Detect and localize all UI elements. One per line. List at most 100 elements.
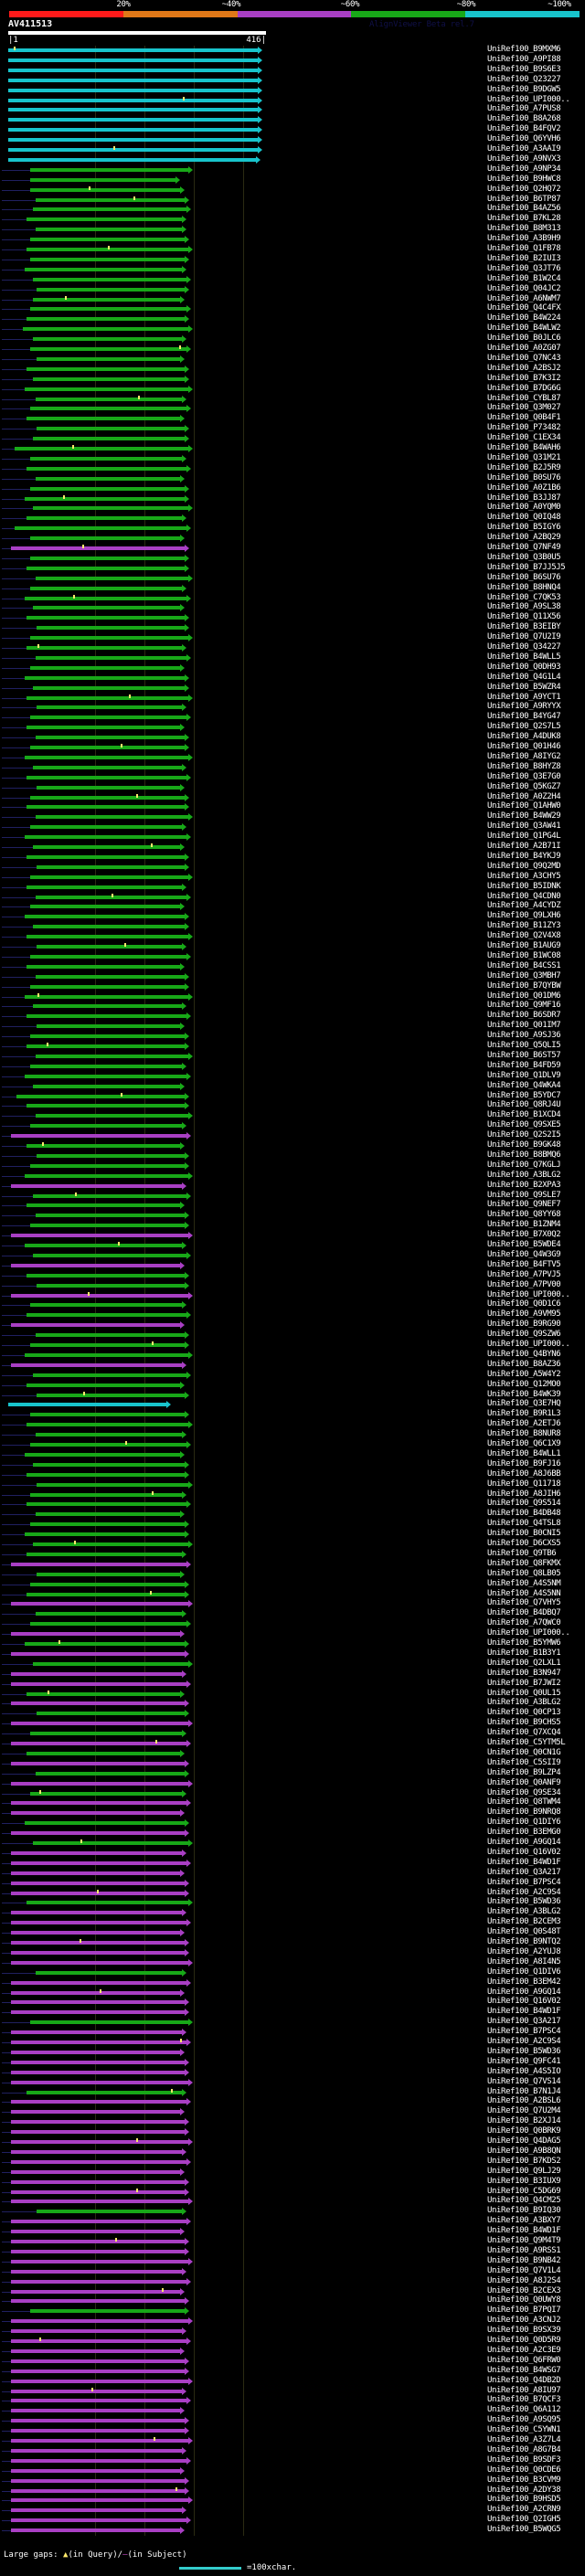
alignment-row[interactable]: UniRef100_Q7XCQ4 (0, 1728, 585, 1739)
hsp-bar[interactable] (10, 2397, 192, 2405)
alignment-row[interactable]: UniRef100_Q11X56 (0, 612, 585, 623)
hsp-bar[interactable] (10, 2367, 189, 2375)
alignment-row[interactable]: UniRef100_B0CNI5 (0, 1529, 585, 1540)
hsp-bar[interactable] (27, 415, 186, 423)
alignment-row[interactable]: UniRef100_Q2S7L5 (0, 722, 585, 733)
hit-accession-label[interactable]: UniRef100_A2ETJ6 (487, 1419, 561, 1429)
alignment-row[interactable]: UniRef100_Q8LB05 (0, 1568, 585, 1580)
hsp-bar[interactable] (33, 1371, 192, 1379)
alignment-row[interactable]: UniRef100_B4FD59 (0, 1060, 585, 1072)
hsp-bar[interactable] (10, 2486, 189, 2495)
hsp-bar[interactable] (24, 1242, 187, 1249)
alignment-row[interactable]: UniRef100_B9HSD5 (0, 2495, 585, 2506)
hit-accession-label[interactable]: UniRef100_B8A268 (487, 114, 561, 124)
hit-accession-label[interactable]: UniRef100_B2XPA3 (487, 1180, 561, 1190)
hit-accession-label[interactable]: UniRef100_A8IU97 (487, 2385, 561, 2395)
hit-accession-label[interactable]: UniRef100_Q34227 (487, 642, 561, 652)
hit-accession-label[interactable]: UniRef100_Q2HQ72 (487, 184, 561, 194)
hsp-bar[interactable] (33, 1460, 190, 1468)
hit-accession-label[interactable]: UniRef100_Q3MBH7 (487, 970, 561, 981)
hit-accession-label[interactable]: UniRef100_B5WDE4 (487, 1240, 561, 1249)
alignment-row[interactable]: UniRef100_B7N1J4 (0, 2087, 585, 2098)
hsp-bar[interactable] (35, 574, 193, 582)
alignment-plot[interactable]: UniRef100_B9MXM6 UniRef100_A9PI88 UniRef10… (0, 45, 585, 2536)
hsp-bar[interactable] (30, 454, 187, 462)
alignment-row[interactable]: UniRef100_B7JJ5J5 (0, 563, 585, 574)
hit-accession-label[interactable]: UniRef100_Q9SLE7 (487, 1190, 561, 1200)
hsp-bar[interactable] (27, 1271, 190, 1279)
hit-accession-label[interactable]: UniRef100_A2YUJ8 (487, 1946, 561, 1956)
hit-accession-label[interactable]: UniRef100_Q0D1C6 (487, 1299, 561, 1309)
hsp-bar[interactable] (10, 2257, 193, 2265)
alignment-row[interactable]: UniRef100_UPI000.. (0, 94, 585, 106)
hsp-bar[interactable] (10, 1361, 187, 1369)
hit-accession-label[interactable]: UniRef100_B4WK39 (487, 1389, 561, 1399)
alignment-row[interactable]: UniRef100_B3IUX9 (0, 2177, 585, 2188)
alignment-row[interactable]: UniRef100_B6TP87 (0, 195, 585, 206)
hsp-bar[interactable] (27, 1690, 186, 1698)
alignment-row[interactable]: UniRef100_Q2HQ72 (0, 184, 585, 196)
hsp-bar[interactable] (30, 663, 186, 672)
hsp-bar[interactable] (33, 1002, 187, 1011)
hit-accession-label[interactable]: UniRef100_Q9FC41 (487, 2056, 561, 2066)
hsp-bar[interactable] (10, 2327, 187, 2336)
hit-accession-label[interactable]: UniRef100_Q6FRW0 (487, 2355, 561, 2365)
hit-accession-label[interactable]: UniRef100_Q8LB05 (487, 1568, 561, 1578)
hsp-bar[interactable] (10, 2357, 190, 2365)
hsp-bar[interactable] (35, 1511, 186, 1519)
alignment-row[interactable]: UniRef100_Q2S2I5 (0, 1130, 585, 1141)
hsp-bar[interactable] (27, 1500, 192, 1509)
alignment-row[interactable]: UniRef100_Q0CN1G (0, 1748, 585, 1759)
hit-accession-label[interactable]: UniRef100_B9SDF3 (487, 2454, 561, 2465)
hsp-bar[interactable] (27, 962, 186, 970)
alignment-row[interactable]: UniRef100_B9FJ16 (0, 1458, 585, 1470)
hit-accession-label[interactable]: UniRef100_A9RSS1 (487, 2245, 561, 2255)
hsp-bar[interactable] (33, 1541, 193, 1548)
alignment-row[interactable]: UniRef100_Q4DB2D (0, 2376, 585, 2387)
alignment-row[interactable]: UniRef100_B9IQ30 (0, 2206, 585, 2217)
hit-accession-label[interactable]: UniRef100_Q9MF16 (487, 1001, 561, 1011)
hit-accession-label[interactable]: UniRef100_UPI000.. (487, 94, 570, 104)
hit-accession-label[interactable]: UniRef100_B3EIBY (487, 622, 561, 632)
alignment-row[interactable]: UniRef100_Q4G1L4 (0, 673, 585, 684)
hsp-bar[interactable] (30, 186, 186, 194)
alignment-row[interactable]: UniRef100_A0Z2H4 (0, 792, 585, 803)
hsp-bar[interactable] (30, 744, 189, 751)
hit-accession-label[interactable]: UniRef100_B9FJ16 (487, 1458, 561, 1468)
alignment-row[interactable]: UniRef100_A2C3E9 (0, 2346, 585, 2357)
hit-accession-label[interactable]: UniRef100_A8J2S4 (487, 2275, 561, 2285)
hit-accession-label[interactable]: UniRef100_B4FD59 (487, 1060, 561, 1070)
hsp-bar[interactable] (10, 1988, 186, 1997)
hit-accession-label[interactable]: UniRef100_Q9M4T9 (487, 2236, 561, 2245)
hsp-bar[interactable] (24, 385, 193, 393)
hit-accession-label[interactable]: UniRef100_B9MXM6 (487, 45, 561, 54)
hsp-bar[interactable] (8, 76, 263, 84)
hsp-bar[interactable] (27, 2088, 187, 2096)
alignment-row[interactable]: UniRef100_B0SU76 (0, 473, 585, 484)
hsp-bar[interactable] (10, 1809, 186, 1818)
hsp-bar[interactable] (10, 2108, 186, 2116)
hsp-bar[interactable] (10, 1948, 189, 1956)
hit-accession-label[interactable]: UniRef100_Q9SE34 (487, 1787, 561, 1797)
hit-accession-label[interactable]: UniRef100_Q3E7G0 (487, 771, 561, 781)
hsp-bar[interactable] (27, 1012, 192, 1021)
hsp-bar[interactable] (27, 694, 193, 702)
alignment-row[interactable]: UniRef100_B9DGW5 (0, 85, 585, 96)
hsp-bar[interactable] (35, 1769, 189, 1777)
hit-accession-label[interactable]: UniRef100_B8HYZ8 (487, 761, 561, 771)
hit-accession-label[interactable]: UniRef100_B9CHS5 (487, 1718, 561, 1728)
hit-accession-label[interactable]: UniRef100_Q7KGLJ (487, 1160, 561, 1170)
hit-accession-label[interactable]: UniRef100_B9HSD5 (487, 2495, 561, 2505)
hit-accession-label[interactable]: UniRef100_B9GK48 (487, 1140, 561, 1150)
hit-accession-label[interactable]: UniRef100_Q4W3G9 (487, 1249, 561, 1259)
hsp-bar[interactable] (10, 2157, 192, 2166)
hit-accession-label[interactable]: UniRef100_B7X0Q2 (487, 1230, 561, 1240)
hsp-bar[interactable] (24, 673, 190, 682)
hit-accession-label[interactable]: UniRef100_A3BLG2 (487, 1170, 561, 1180)
hit-accession-label[interactable]: UniRef100_C1EX34 (487, 433, 561, 443)
hsp-bar[interactable] (10, 1670, 187, 1678)
hsp-bar[interactable] (14, 525, 192, 533)
hsp-bar[interactable] (10, 2048, 186, 2056)
hit-accession-label[interactable]: UniRef100_A9RYYX (487, 702, 561, 712)
alignment-row[interactable]: UniRef100_Q0B4F1 (0, 413, 585, 424)
